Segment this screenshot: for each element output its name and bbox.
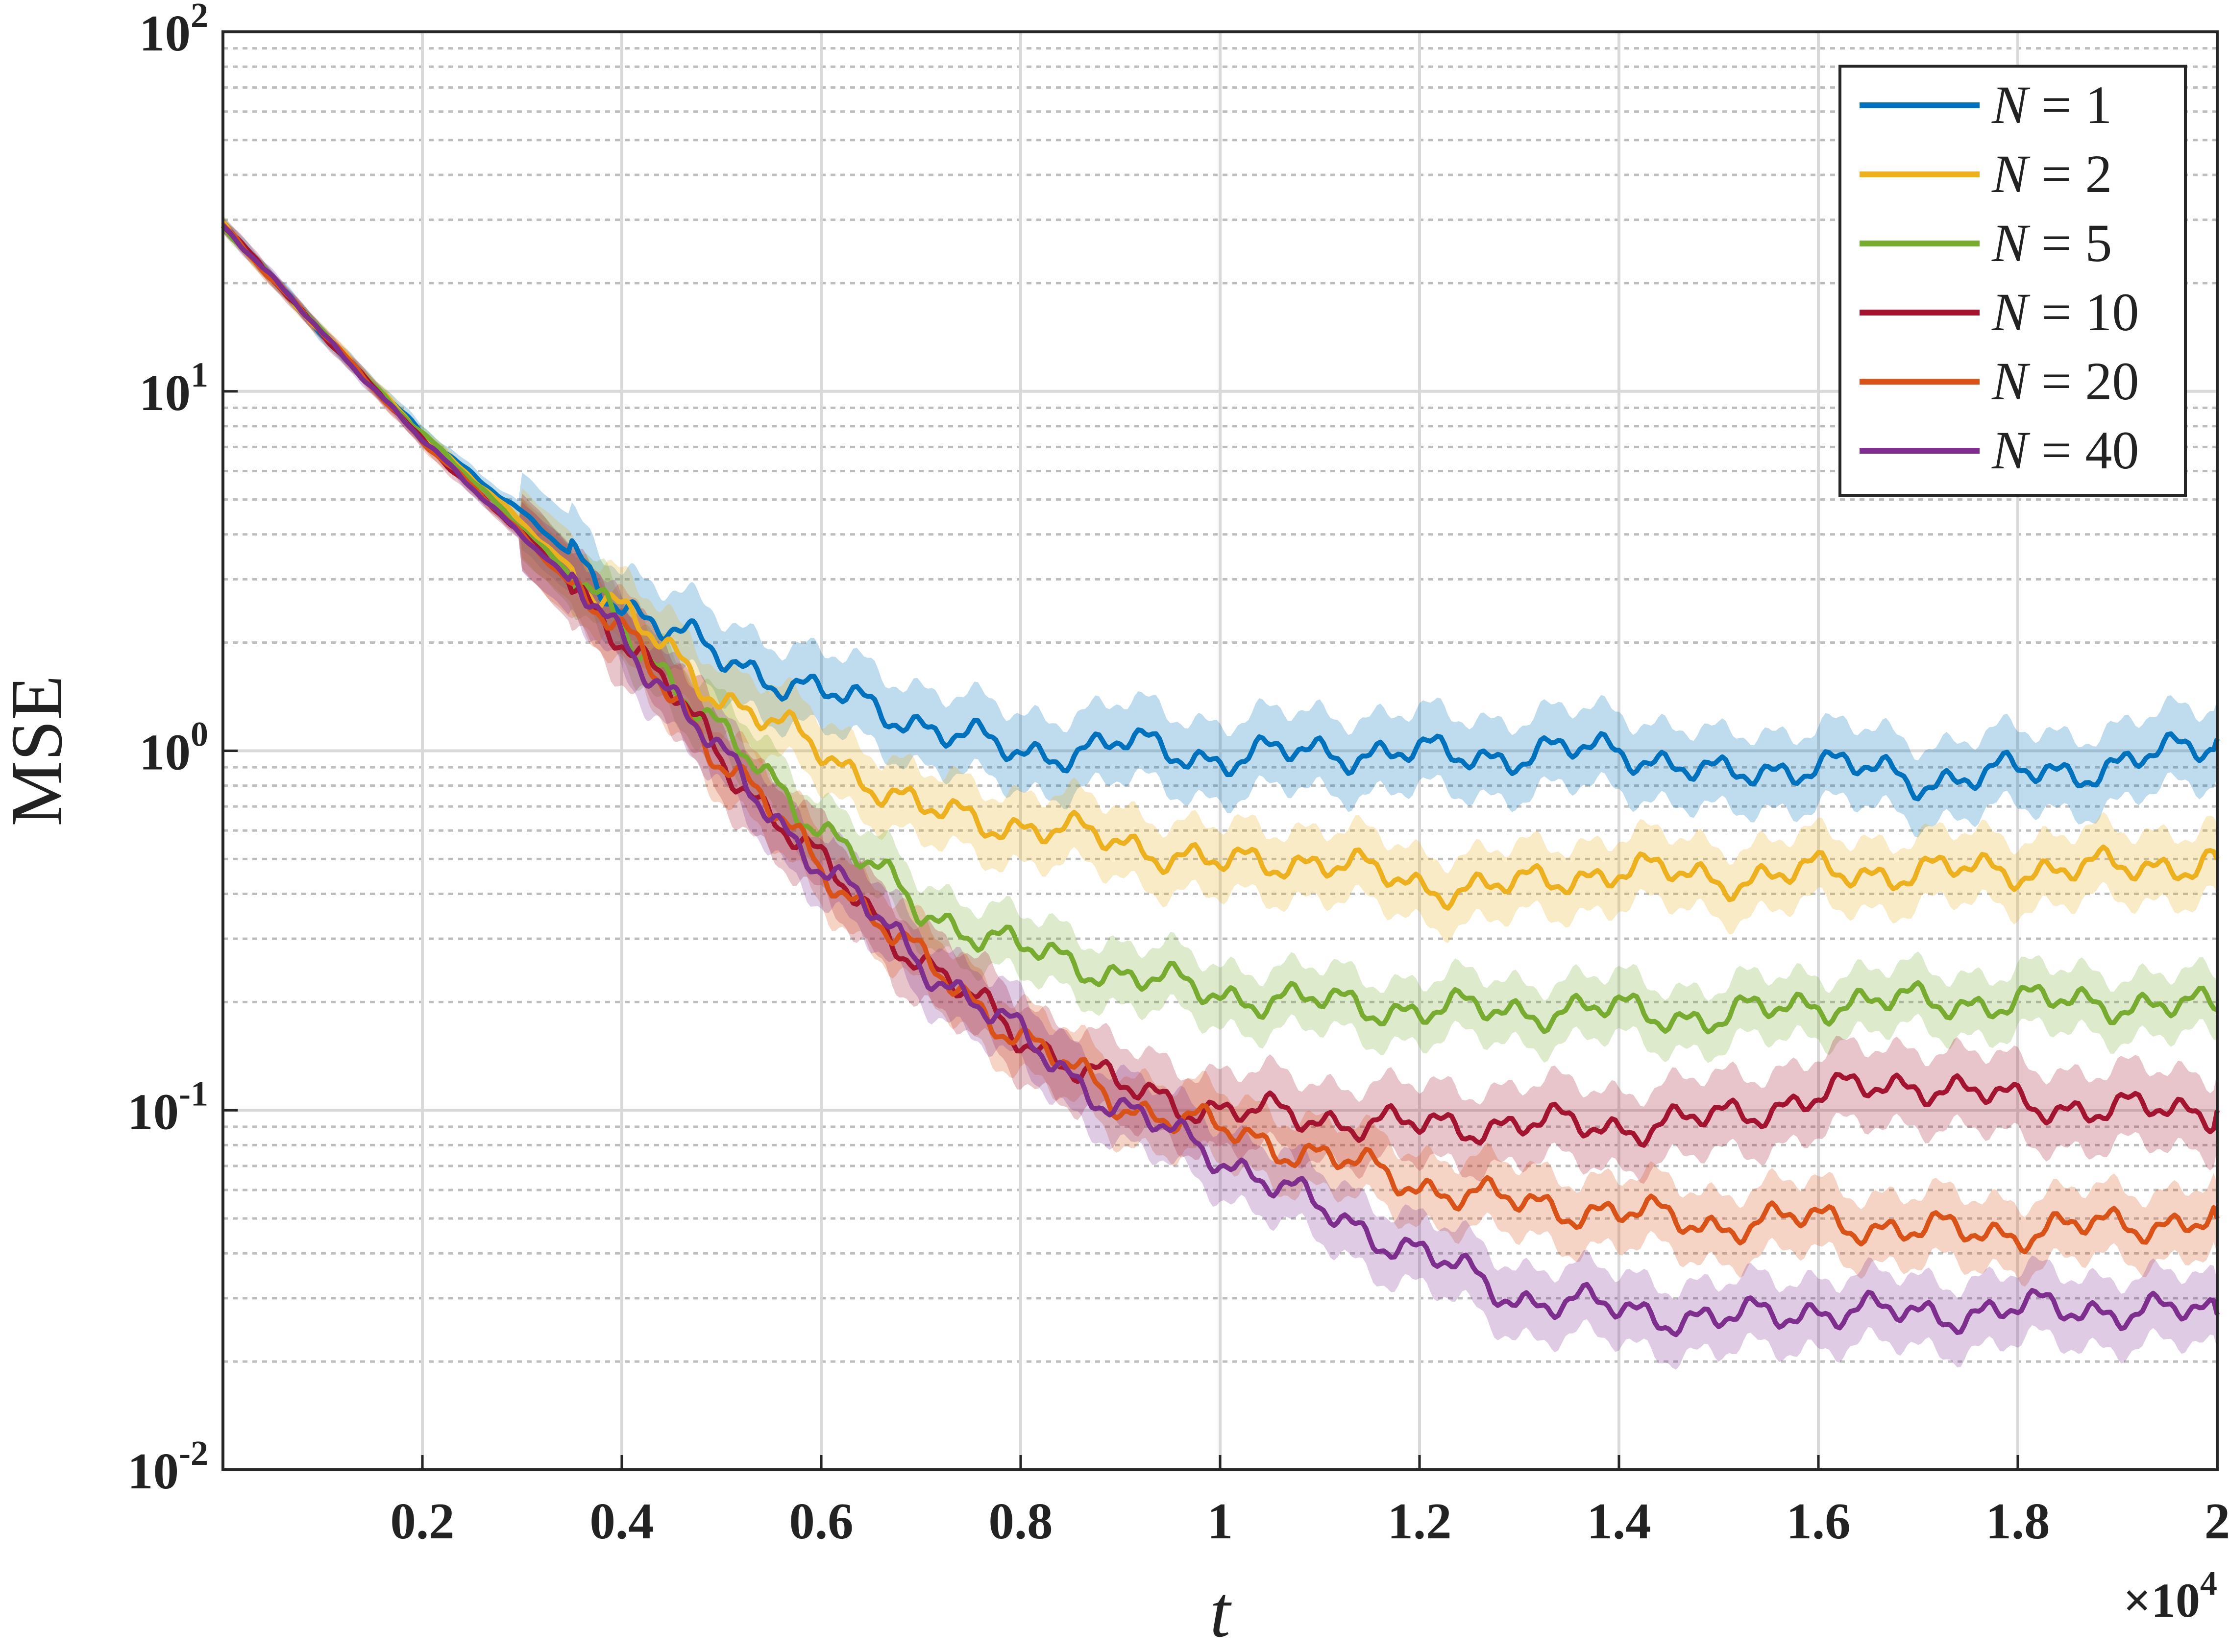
x-tick-label: 0.8 <box>988 1492 1053 1550</box>
legend: N = 1N = 2N = 5N = 10N = 20N = 40 <box>1838 65 2187 497</box>
y-tick-label: 10-1 <box>127 1074 208 1140</box>
y-tick-exponent: 2 <box>191 0 208 35</box>
legend-label-3: N = 5 <box>1991 213 2112 273</box>
y-tick-base: 10 <box>127 1083 179 1140</box>
x-tick-label: 1.2 <box>1387 1492 1451 1550</box>
y-tick-exponent: 1 <box>191 355 208 394</box>
series-line-6 <box>221 223 2220 1337</box>
legend-label-variable: N <box>1991 75 2031 135</box>
band-6 <box>223 219 2217 1370</box>
legend-label-variable: N <box>1991 351 2031 411</box>
x-tick-label: 2 <box>2205 1492 2229 1550</box>
x-tick-label: 1.6 <box>1786 1492 1850 1550</box>
legend-box <box>1838 65 2187 497</box>
x-axis-title: t <box>1210 1571 1232 1652</box>
x-tick-label: 1 <box>1207 1492 1233 1550</box>
y-tick-label: 10-2 <box>127 1433 208 1500</box>
legend-label-value: = 20 <box>2028 351 2139 411</box>
x-exponent-power: 4 <box>2200 1565 2217 1603</box>
x-tick-label: 0.4 <box>589 1492 654 1550</box>
legend-label-4: N = 10 <box>1991 282 2139 342</box>
y-axis-title: MSE <box>0 675 77 826</box>
y-tick-base: 10 <box>127 1442 179 1500</box>
band-1 <box>223 217 2217 838</box>
legend-label-value: = 40 <box>2028 420 2139 480</box>
y-tick-exponent: -1 <box>179 1074 208 1113</box>
x-tick-label: 0.6 <box>789 1492 853 1550</box>
y-tick-base: 10 <box>139 4 191 62</box>
series-line-1 <box>221 223 2220 802</box>
legend-label-variable: N <box>1991 282 2031 342</box>
series-line-2 <box>221 220 2220 911</box>
y-tick-base: 10 <box>139 364 191 421</box>
legend-label-variable: N <box>1991 420 2031 480</box>
legend-label-2: N = 2 <box>1991 144 2112 204</box>
axis-ticks: 0.2 0.4 0.6 0.8 1 1.2 1.4 1.6 1.8 210-210-1100101… <box>127 0 2229 1550</box>
legend-label-variable: N <box>1991 213 2031 273</box>
legend-label-value: = 5 <box>2028 213 2112 273</box>
band-2 <box>223 215 2217 943</box>
series-line-4 <box>221 224 2220 1148</box>
legend-label-6: N = 40 <box>1991 420 2139 480</box>
x-exponent-base: ×10 <box>2123 1573 2200 1628</box>
y-tick-exponent: -2 <box>179 1433 208 1473</box>
y-tick-label: 101 <box>139 355 208 421</box>
y-tick-base: 10 <box>139 724 191 781</box>
legend-label-1: N = 1 <box>1991 75 2112 135</box>
y-tick-exponent: 0 <box>191 715 208 754</box>
x-tick-label: 0.2 <box>390 1492 454 1550</box>
x-tick-label: 1.8 <box>1985 1492 2050 1550</box>
legend-label-variable: N <box>1991 144 2031 204</box>
legend-label-value: = 1 <box>2028 75 2112 135</box>
series-lines <box>220 220 2220 1337</box>
band-3 <box>223 219 2217 1063</box>
y-tick-label: 102 <box>139 0 208 62</box>
y-tick-label: 100 <box>139 715 208 781</box>
legend-label-value: = 2 <box>2028 144 2112 204</box>
legend-label-5: N = 20 <box>1991 351 2139 411</box>
x-axis-exponent: ×104 <box>2123 1565 2217 1628</box>
x-tick-label: 1.4 <box>1587 1492 1651 1550</box>
legend-label-value: = 10 <box>2028 282 2139 342</box>
